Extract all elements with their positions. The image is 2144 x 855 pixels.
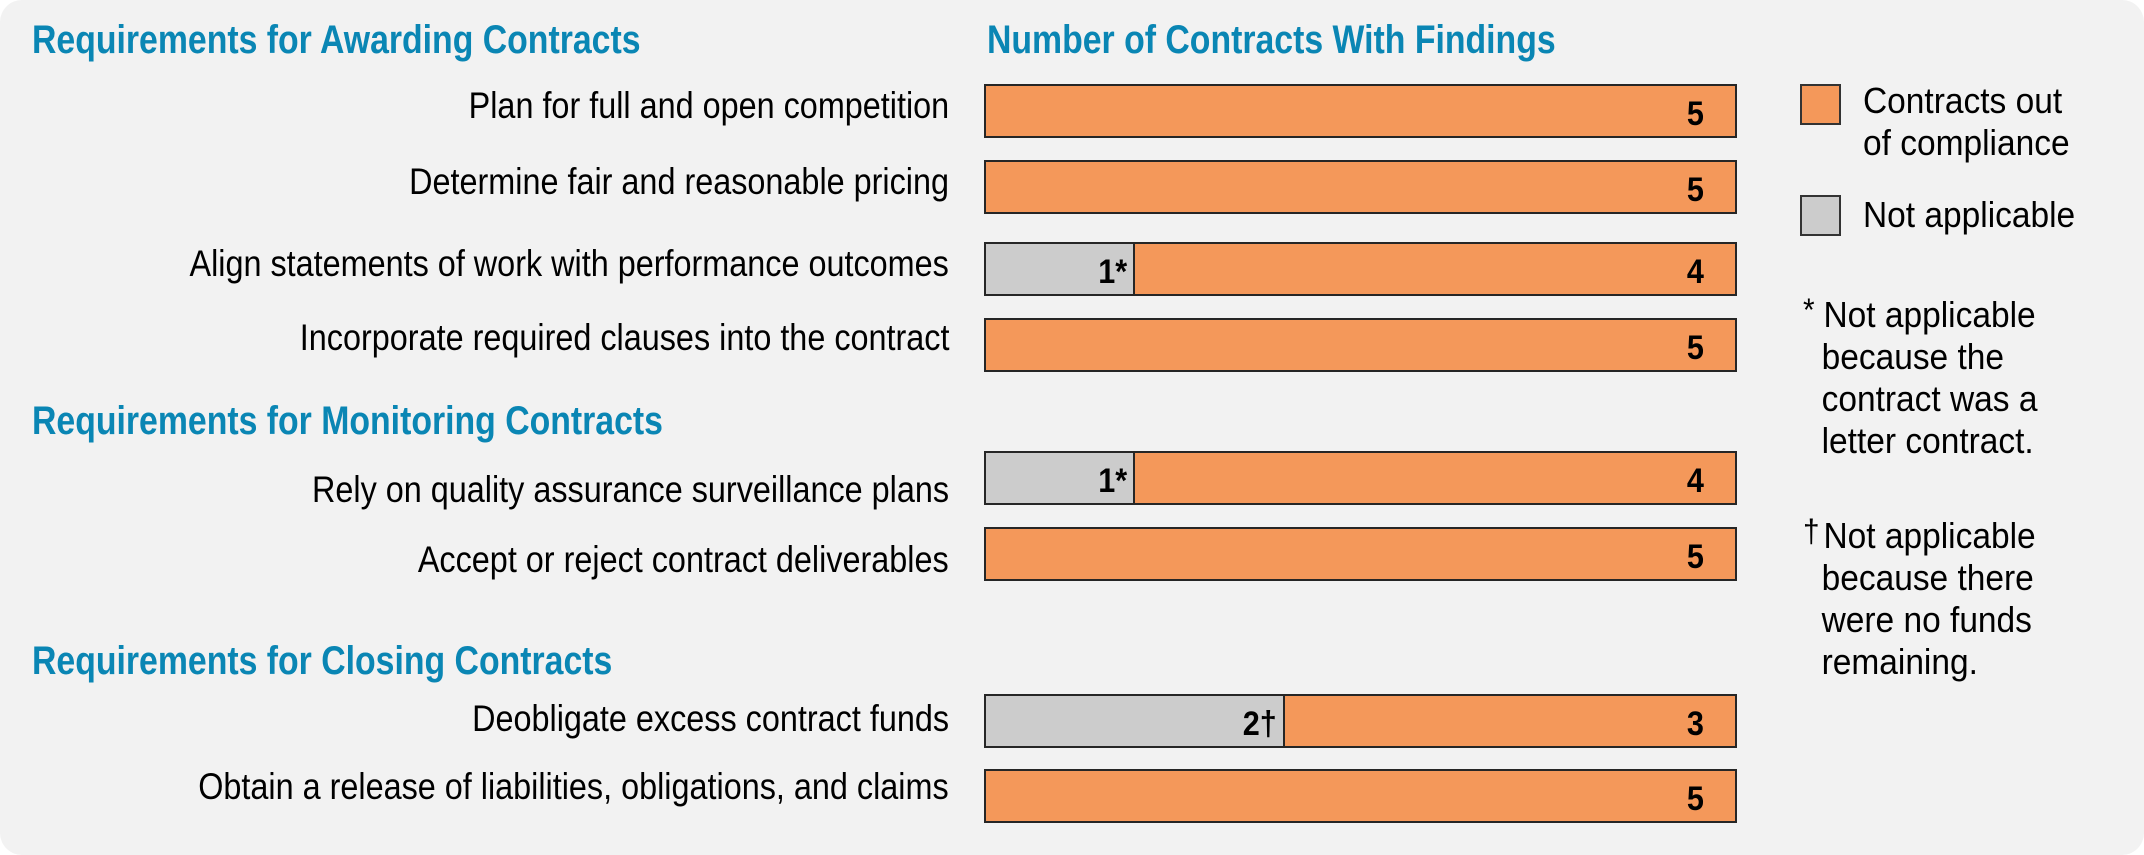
- bar-value-label-not-applicable: 2†: [1242, 705, 1277, 743]
- category-label: Incorporate required clauses into the co…: [299, 317, 949, 358]
- category-label: Deobligate excess contract funds: [472, 698, 949, 739]
- bar-segment-not-applicable: [986, 244, 1135, 294]
- bar: 5: [984, 769, 1737, 823]
- bar-segment-out-of-compliance: [986, 320, 1735, 370]
- footnote-line: * Not applicable: [1803, 289, 2037, 336]
- footnote-line: remaining.: [1821, 641, 1978, 682]
- bar-segment-out-of-compliance: [986, 771, 1735, 821]
- footnote-line: because the: [1821, 336, 2005, 377]
- bar-segment-out-of-compliance: [1135, 244, 1735, 294]
- bar: 5: [984, 84, 1737, 138]
- bar-value-label-out-of-compliance: 5: [1686, 780, 1704, 818]
- legend-label-out-of-compliance: Contracts out of compliance: [1863, 80, 2070, 164]
- category-label: Obtain a release of liabilities, obligat…: [198, 766, 949, 807]
- bar-segment-out-of-compliance: [1285, 696, 1735, 746]
- bar: 5: [984, 527, 1737, 581]
- chart-title: Number of Contracts With Findings: [987, 18, 1556, 62]
- bar-value-label-out-of-compliance: 5: [1686, 538, 1704, 576]
- footnote-mark: †: [1803, 513, 1820, 549]
- bar-value-label-out-of-compliance: 5: [1686, 171, 1704, 209]
- bar: 5: [984, 318, 1737, 372]
- bar-segment-out-of-compliance: [986, 529, 1735, 579]
- footnote-line: were no funds: [1821, 599, 2032, 640]
- footnote-line: contract was a: [1821, 378, 2038, 419]
- footnote-dagger: † Not applicable because there were no fu…: [1803, 510, 2036, 683]
- bar-segment-out-of-compliance: [986, 86, 1735, 136]
- bar-segment-not-applicable: [986, 696, 1285, 746]
- bar-segment-out-of-compliance: [1135, 453, 1735, 503]
- footnote-text: Not applicable: [1823, 294, 2036, 335]
- footnote-line: † Not applicable: [1803, 510, 2036, 557]
- footnote-mark: *: [1803, 292, 1815, 328]
- footnote-line: letter contract.: [1821, 420, 2034, 461]
- legend-label-line: Contracts out: [1863, 80, 2063, 121]
- legend-swatch-not-applicable: [1800, 195, 1841, 236]
- bar-segment-out-of-compliance: [986, 162, 1735, 212]
- category-label: Plan for full and open competition: [468, 85, 949, 126]
- bar-segment-not-applicable: [986, 453, 1135, 503]
- section-heading-monitoring: Requirements for Monitoring Contracts: [32, 399, 663, 443]
- bar-value-label-out-of-compliance: 5: [1686, 329, 1704, 367]
- bar-value-label-not-applicable: 1*: [1098, 253, 1127, 291]
- category-label: Determine fair and reasonable pricing: [409, 161, 949, 202]
- bar: 1* 4: [984, 242, 1737, 296]
- section-heading-awarding: Requirements for Awarding Contracts: [32, 18, 641, 62]
- footnote-line: because there: [1821, 557, 2034, 598]
- footnote-text: Not applicable: [1823, 515, 2036, 556]
- bar-value-label-not-applicable: 1*: [1098, 462, 1127, 500]
- footnote-asterisk: * Not applicable because the contract was…: [1803, 289, 2037, 462]
- bar: 2† 3: [984, 694, 1737, 748]
- bar-value-label-out-of-compliance: 5: [1686, 95, 1704, 133]
- legend-label-line: of compliance: [1863, 122, 2070, 163]
- bar-value-label-out-of-compliance: 3: [1686, 705, 1704, 743]
- legend-label-not-applicable: Not applicable: [1863, 194, 2076, 235]
- category-label: Align statements of work with performanc…: [189, 243, 949, 284]
- legend-swatch-out-of-compliance: [1800, 84, 1841, 125]
- category-label: Accept or reject contract deliverables: [418, 539, 949, 580]
- bar: 1* 4: [984, 451, 1737, 505]
- bar-value-label-out-of-compliance: 4: [1686, 253, 1704, 291]
- category-label: Rely on quality assurance surveillance p…: [311, 469, 949, 510]
- bar-value-label-out-of-compliance: 4: [1686, 462, 1704, 500]
- bar: 5: [984, 160, 1737, 214]
- section-heading-closing: Requirements for Closing Contracts: [32, 639, 613, 683]
